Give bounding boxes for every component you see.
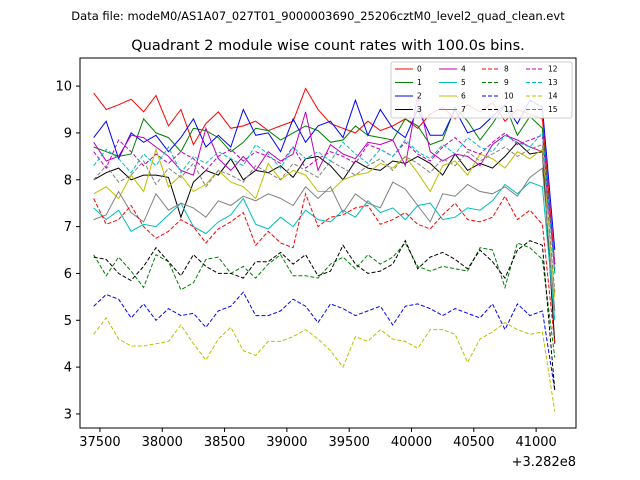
legend-label-11: 11: [504, 105, 514, 114]
legend-label-3: 3: [417, 105, 422, 114]
x-tick-label: 38500: [204, 435, 245, 450]
x-tick-label: 41000: [515, 435, 556, 450]
legend-label-2: 2: [417, 92, 422, 101]
series-line-14: [93, 317, 556, 412]
legend-label-5: 5: [461, 78, 466, 87]
x-tick-label: 40500: [453, 435, 494, 450]
legend-box: [390, 61, 573, 119]
legend-label-1: 1: [417, 78, 422, 87]
legend-label-6: 6: [461, 92, 466, 101]
y-tick-label: 3: [64, 407, 72, 422]
series-line-15: [93, 143, 556, 293]
x-tick-label: 40000: [391, 435, 432, 450]
x-tick-label: 38000: [142, 435, 183, 450]
legend-label-0: 0: [417, 65, 422, 74]
y-tick-label: 6: [64, 267, 72, 282]
legend-label-12: 12: [548, 65, 558, 74]
series-line-1: [93, 103, 556, 274]
legend-label-9: 9: [504, 78, 509, 87]
legend-label-7: 7: [461, 105, 466, 114]
series-layer: [93, 87, 556, 412]
x-axis: 37500 38000 38500 39000 39500 40000 40500 41000: [79, 428, 557, 450]
legend-label-13: 13: [548, 78, 558, 87]
y-tick-label: 7: [64, 220, 72, 235]
legend-label-8: 8: [504, 65, 509, 74]
y-tick-label: 9: [64, 126, 72, 141]
series-line-6: [93, 147, 556, 297]
series-line-10: [93, 291, 556, 391]
series-line-11: [93, 239, 556, 391]
legend-label-4: 4: [461, 65, 466, 74]
legend-label-10: 10: [504, 92, 514, 101]
series-line-8: [93, 192, 556, 344]
y-tick-label: 5: [64, 314, 72, 329]
y-tick-label: 8: [64, 173, 72, 188]
series-line-2: [93, 98, 556, 251]
series-line-9: [93, 242, 556, 358]
series-line-13: [93, 131, 556, 274]
series-line-4: [93, 95, 556, 265]
data-file-label: Data file: modeM0/AS1A07_027T01_90000036…: [71, 9, 565, 23]
chart-title: Quadrant 2 module wise count rates with …: [131, 38, 525, 54]
series-line-5: [93, 181, 556, 321]
series-line-7: [93, 167, 556, 311]
y-axis: 3 4 5 6 7 8 9 10: [55, 80, 80, 422]
series-line-12: [93, 132, 556, 269]
x-offset-label: +3.282e8: [512, 455, 576, 470]
legend-label-15: 15: [548, 105, 558, 114]
y-tick-label: 10: [55, 80, 72, 95]
y-tick-label: 4: [64, 361, 72, 376]
x-tick-label: 39000: [266, 435, 307, 450]
x-tick-label: 39500: [329, 435, 370, 450]
plot-frame: [79, 57, 577, 429]
x-tick-label: 37500: [79, 435, 120, 450]
legend-label-14: 14: [548, 92, 558, 101]
